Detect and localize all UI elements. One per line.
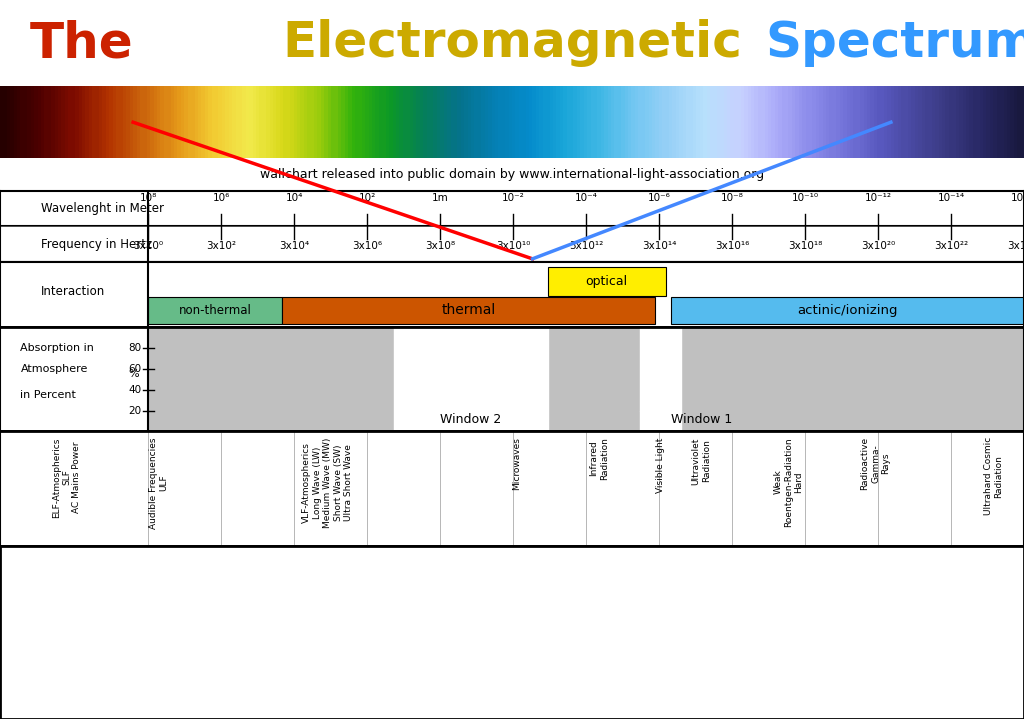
Text: 3x10⁸: 3x10⁸ bbox=[425, 242, 456, 251]
Text: 3x10¹⁴: 3x10¹⁴ bbox=[642, 242, 677, 251]
Text: 3x10²⁰: 3x10²⁰ bbox=[861, 242, 895, 251]
Text: 10⁻⁴: 10⁻⁴ bbox=[574, 193, 598, 203]
Text: thermal: thermal bbox=[441, 303, 496, 317]
Text: 3x10¹⁰: 3x10¹⁰ bbox=[496, 242, 530, 251]
Text: 10⁻¹²: 10⁻¹² bbox=[864, 193, 892, 203]
Text: Ultraviolet
Radiation: Ultraviolet Radiation bbox=[692, 437, 711, 485]
FancyBboxPatch shape bbox=[282, 297, 655, 324]
Text: 3x10⁰: 3x10⁰ bbox=[133, 242, 164, 251]
Text: Weak
Roentgen-Radiation
Hard: Weak Roentgen-Radiation Hard bbox=[773, 437, 804, 527]
Text: 20: 20 bbox=[128, 406, 141, 416]
Text: Absorption in: Absorption in bbox=[20, 343, 94, 353]
Text: 10⁸: 10⁸ bbox=[140, 193, 157, 203]
Text: %: % bbox=[128, 369, 138, 379]
FancyBboxPatch shape bbox=[148, 297, 282, 324]
Text: optical: optical bbox=[586, 275, 628, 288]
Text: VLF-Atmospherics
Long Wave (LW)
Medium Wave (MW)
Short Wave (SW)
Ultra Short Wav: VLF-Atmospherics Long Wave (LW) Medium W… bbox=[302, 437, 353, 528]
Text: 10⁻¹⁰: 10⁻¹⁰ bbox=[792, 193, 818, 203]
Text: Visible Light: Visible Light bbox=[656, 437, 665, 493]
Text: Interaction: Interaction bbox=[41, 285, 105, 298]
Text: non-thermal: non-thermal bbox=[178, 304, 252, 317]
Text: 10⁻⁸: 10⁻⁸ bbox=[721, 193, 743, 203]
Text: 3x10²²: 3x10²² bbox=[934, 242, 968, 251]
Text: Wavelenght in Meter: Wavelenght in Meter bbox=[41, 202, 164, 215]
Text: 3x10⁴: 3x10⁴ bbox=[280, 242, 309, 251]
Text: 10²: 10² bbox=[358, 193, 376, 203]
Text: 3x10⁶: 3x10⁶ bbox=[352, 242, 382, 251]
Text: 10⁴: 10⁴ bbox=[286, 193, 303, 203]
Text: Microwaves: Microwaves bbox=[513, 437, 521, 490]
Text: Window 2: Window 2 bbox=[440, 413, 502, 426]
Text: 10⁻²: 10⁻² bbox=[502, 193, 524, 203]
Text: 40: 40 bbox=[128, 385, 141, 395]
Text: Radioactive
Gamma-
Rays: Radioactive Gamma- Rays bbox=[860, 437, 891, 490]
Text: Spectrum: Spectrum bbox=[765, 19, 1024, 67]
Text: 10⁶: 10⁶ bbox=[213, 193, 230, 203]
Text: The: The bbox=[30, 19, 134, 67]
Text: 10⁻⁶: 10⁻⁶ bbox=[648, 193, 671, 203]
Text: in Percent: in Percent bbox=[20, 390, 77, 400]
Text: Window 1: Window 1 bbox=[671, 413, 732, 426]
Text: 3x10²⁴: 3x10²⁴ bbox=[1007, 242, 1024, 251]
Text: 3x10¹⁸: 3x10¹⁸ bbox=[787, 242, 822, 251]
Text: 1m: 1m bbox=[432, 193, 449, 203]
FancyBboxPatch shape bbox=[548, 267, 666, 296]
Text: 10⁻¹⁶: 10⁻¹⁶ bbox=[1011, 193, 1024, 203]
Text: wallchart released into public domain by www.international-light-association.org: wallchart released into public domain by… bbox=[260, 168, 764, 181]
Text: 3x10¹²: 3x10¹² bbox=[569, 242, 603, 251]
Text: actinic/ionizing: actinic/ionizing bbox=[797, 304, 898, 317]
Text: 80: 80 bbox=[128, 343, 141, 353]
Text: Atmosphere: Atmosphere bbox=[20, 364, 88, 374]
Text: Ultrahard Cosmic
Radiation: Ultrahard Cosmic Radiation bbox=[984, 437, 1002, 516]
Text: ELF-Atmospherics
SLF
AC Mains Power: ELF-Atmospherics SLF AC Mains Power bbox=[51, 437, 82, 518]
FancyBboxPatch shape bbox=[671, 297, 1024, 324]
Text: 3x10²: 3x10² bbox=[207, 242, 237, 251]
Text: Infrared
Radiation: Infrared Radiation bbox=[590, 437, 608, 480]
Text: Audible Frequencies
ULF: Audible Frequencies ULF bbox=[150, 437, 168, 528]
Text: Electromagnetic: Electromagnetic bbox=[282, 19, 742, 67]
Text: Frequency in Hertz: Frequency in Hertz bbox=[41, 238, 153, 251]
Text: 60: 60 bbox=[128, 364, 141, 374]
Text: 10⁻¹⁴: 10⁻¹⁴ bbox=[938, 193, 965, 203]
Text: 3x10¹⁶: 3x10¹⁶ bbox=[715, 242, 750, 251]
